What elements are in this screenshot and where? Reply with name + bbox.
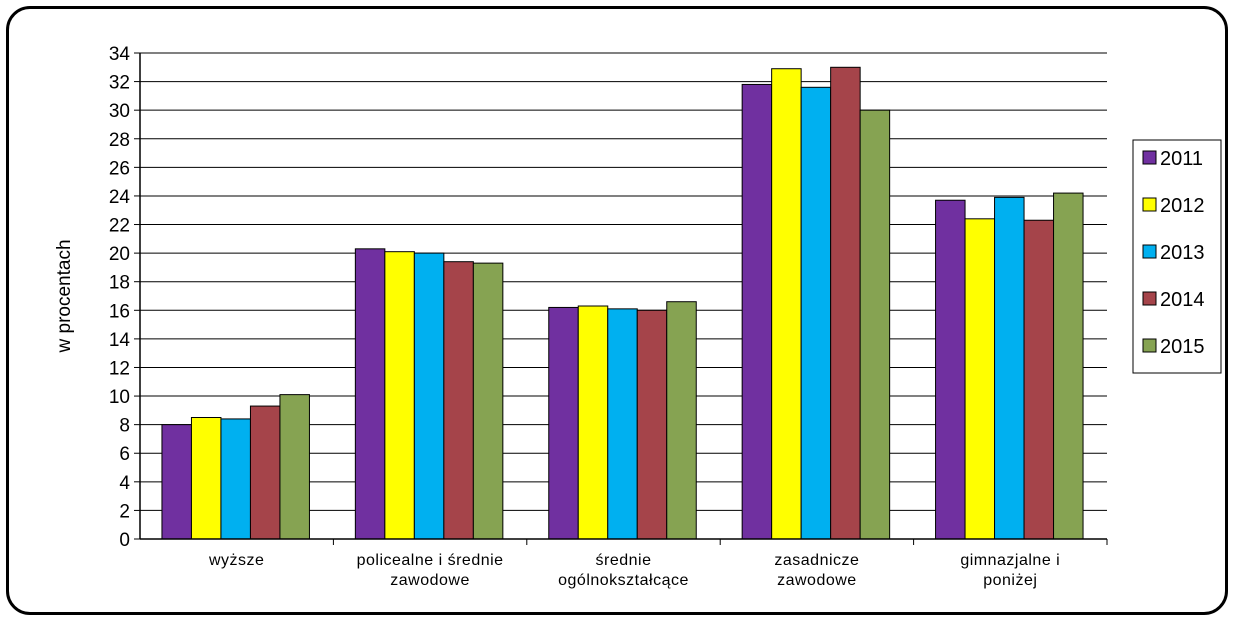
legend-swatch-2011 bbox=[1142, 150, 1157, 165]
bar-2012 bbox=[771, 68, 802, 540]
x-category-label: zasadnicze zawodowe bbox=[774, 552, 859, 589]
x-category-label: średnie ogólnokształcące bbox=[558, 552, 689, 589]
bar-2013 bbox=[994, 196, 1025, 540]
legend-swatch-2012 bbox=[1142, 197, 1157, 212]
bar-2011 bbox=[354, 248, 386, 540]
bar-2015 bbox=[666, 301, 697, 540]
y-tick-label: 8 bbox=[119, 416, 130, 437]
bar-2013 bbox=[800, 86, 832, 540]
bar-2012 bbox=[190, 417, 222, 540]
bar-2014 bbox=[1023, 219, 1055, 540]
y-tick-label: 18 bbox=[109, 273, 130, 294]
bar-2014 bbox=[830, 66, 861, 540]
y-tick-label: 16 bbox=[109, 301, 130, 322]
legend-label-2015: 2015 bbox=[1160, 336, 1205, 358]
bar-2011 bbox=[935, 199, 966, 540]
y-tick-label: 32 bbox=[109, 73, 130, 94]
y-tick-label: 4 bbox=[119, 473, 130, 494]
y-tick-label: 24 bbox=[109, 187, 131, 208]
bar-2012 bbox=[384, 251, 415, 540]
y-tick-label: 10 bbox=[109, 387, 130, 408]
legend-label-2011: 2011 bbox=[1160, 148, 1203, 170]
bar-2015 bbox=[859, 109, 891, 540]
bar-2011 bbox=[548, 306, 579, 540]
axes bbox=[134, 52, 1108, 545]
y-tick-label: 34 bbox=[109, 44, 131, 65]
bar-2015 bbox=[279, 394, 310, 540]
bars bbox=[161, 66, 1084, 540]
y-tick-label: 20 bbox=[109, 244, 130, 265]
legend-label-2012: 2012 bbox=[1160, 195, 1205, 217]
bar-2011 bbox=[161, 424, 192, 540]
y-tick-label: 6 bbox=[119, 444, 130, 465]
x-category-labels: wyższe policealne i średnie zawodowe średni… bbox=[208, 552, 1060, 589]
y-tick-label: 0 bbox=[119, 530, 130, 551]
bar-2013 bbox=[607, 308, 638, 540]
bar-2015 bbox=[1053, 192, 1084, 540]
bar-2012 bbox=[577, 305, 609, 540]
y-tick-label: 2 bbox=[119, 501, 130, 522]
bar-2011 bbox=[741, 83, 773, 540]
x-category-label: policealne i średnie zawodowe bbox=[357, 552, 504, 589]
legend-swatch-2015 bbox=[1142, 338, 1157, 353]
y-tick-label: 12 bbox=[109, 358, 130, 379]
y-tick-label: 30 bbox=[109, 101, 130, 122]
bar-2014 bbox=[249, 405, 281, 540]
x-category-label: wyższe bbox=[208, 552, 264, 569]
y-tick-label: 26 bbox=[109, 158, 130, 179]
bar-2015 bbox=[472, 262, 504, 540]
bar-2013 bbox=[220, 418, 251, 540]
x-category-label: gimnazjalne i poniżej bbox=[960, 552, 1060, 589]
bar-2013 bbox=[413, 252, 445, 540]
y-tick-label: 14 bbox=[109, 330, 131, 351]
y-tick-label: 22 bbox=[109, 216, 130, 237]
legend-swatch-2013 bbox=[1142, 244, 1157, 259]
bar-2012 bbox=[964, 218, 996, 540]
y-tick-label: 28 bbox=[109, 130, 130, 151]
bar-2014 bbox=[443, 261, 474, 540]
y-axis-label: w procentach bbox=[54, 239, 75, 353]
bar-2014 bbox=[636, 309, 668, 540]
legend-label-2013: 2013 bbox=[1160, 242, 1205, 264]
legend-label-2014: 2014 bbox=[1160, 289, 1205, 311]
legend: 2011 2012 2013 2014 2015 bbox=[1132, 139, 1222, 374]
legend-swatch-2014 bbox=[1142, 291, 1157, 306]
